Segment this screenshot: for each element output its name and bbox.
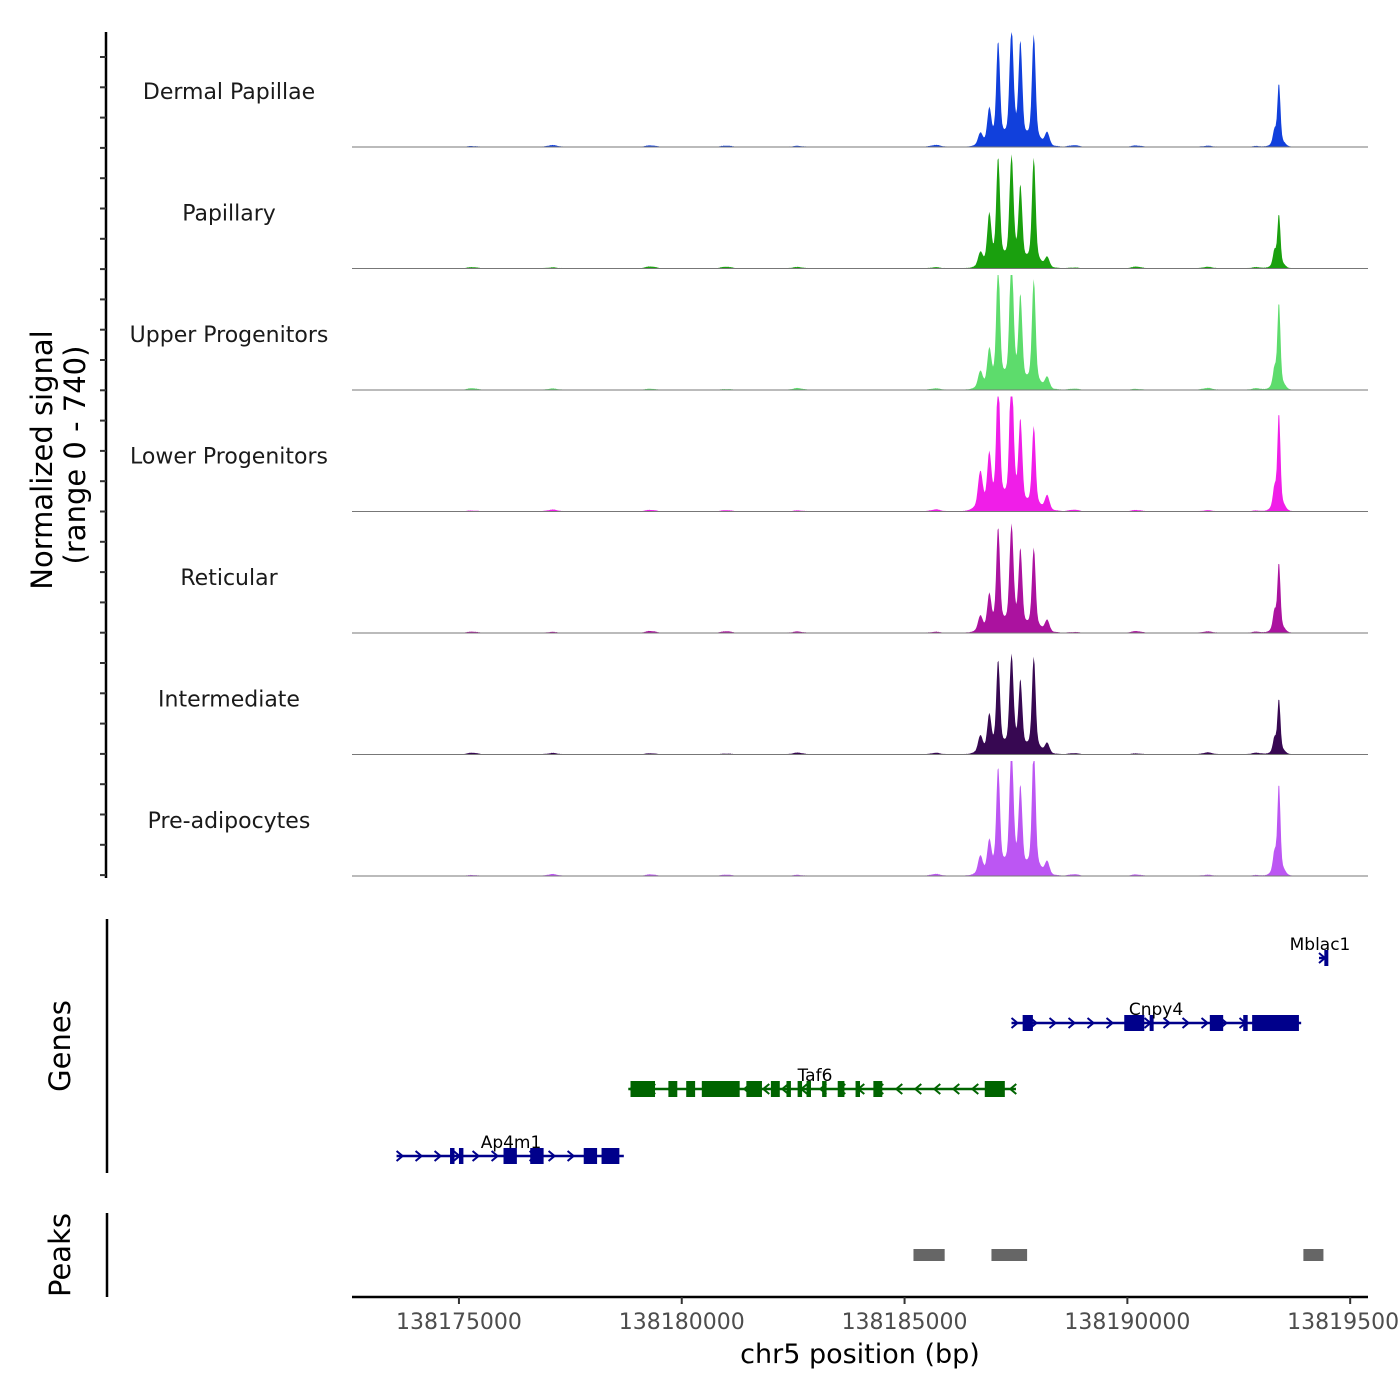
coverage-track-upper-progenitors: Upper Progenitors (130, 275, 1368, 391)
strand-arrow-icon (1105, 1017, 1115, 1029)
gene-exon (1209, 1015, 1224, 1031)
strand-arrow-icon (1008, 1083, 1017, 1095)
gene-exon (822, 1081, 827, 1097)
strand-arrow-icon (490, 1150, 500, 1162)
gene-exon (686, 1081, 696, 1097)
strand-arrow-icon (894, 1083, 903, 1095)
strand-arrow-icon (433, 1150, 443, 1162)
gene-exon (797, 1081, 803, 1097)
coverage-area (352, 275, 1368, 390)
strand-arrow-icon (761, 1083, 770, 1095)
gene-exon (530, 1148, 544, 1164)
coverage-area (352, 523, 1368, 633)
coverage-area (352, 154, 1368, 269)
coverage-track-papillary: Papillary (182, 154, 1368, 269)
strand-arrow-icon (951, 1083, 960, 1095)
gene-exon (984, 1081, 1005, 1097)
gene-exon (668, 1081, 678, 1097)
x-tick-label: 138180000 (619, 1310, 745, 1335)
gene-exon (450, 1148, 455, 1164)
coverage-area (352, 653, 1368, 755)
x-axis-title: chr5 position (bp) (740, 1339, 980, 1370)
track-label: Dermal Papillae (143, 80, 315, 105)
coverage-tracks: Dermal Papillae Papillary Upper Progenitor… (130, 32, 1368, 877)
strand-arrow-icon (1181, 1017, 1191, 1029)
strand-arrow-icon (1010, 1017, 1020, 1029)
coverage-track-reticular: Reticular (180, 523, 1368, 634)
coverage-y-axis-title: Normalized signal (25, 330, 59, 589)
coverage-track-pre-adipocytes: Pre-adipocytes (148, 761, 1368, 877)
coverage-y-axis-range: (range 0 - 740) (58, 346, 92, 565)
strand-arrow-icon (395, 1150, 405, 1162)
strand-arrow-icon (1086, 1017, 1096, 1029)
coverage-track-intermediate: Intermediate (158, 653, 1368, 755)
track-label: Papillary (182, 202, 276, 227)
coverage-y-axis (100, 32, 108, 878)
peaks-y-axis-title: Peaks (43, 1213, 77, 1297)
gene-label: Mblac1 (1290, 935, 1351, 955)
track-label: Reticular (180, 566, 278, 591)
strand-arrow-icon (547, 1150, 557, 1162)
track-label: Lower Progenitors (130, 445, 328, 470)
gene-ap4m1: Ap4m1 (395, 1133, 624, 1164)
gene-mblac1: Mblac1 (1290, 935, 1351, 966)
gene-exon (1252, 1015, 1299, 1031)
gene-label: Cnpy4 (1129, 1000, 1183, 1020)
gene-exon (806, 1081, 811, 1097)
strand-arrow-icon (1162, 1017, 1172, 1029)
gene-exon (873, 1081, 883, 1097)
gene-exon (583, 1148, 598, 1164)
gene-exon (458, 1148, 464, 1164)
track-label: Pre-adipocytes (148, 809, 311, 834)
gene-exon (770, 1081, 780, 1097)
strand-arrow-icon (414, 1150, 424, 1162)
gene-label: Taf6 (797, 1066, 833, 1086)
gene-exon (1022, 1015, 1033, 1031)
gene-exon (1124, 1015, 1145, 1031)
gene-exon (1149, 1015, 1154, 1031)
peak-region (1303, 1249, 1324, 1261)
strand-arrow-icon (1200, 1017, 1210, 1029)
gene-exon (746, 1081, 762, 1097)
gene-exon (503, 1148, 517, 1164)
gene-exon (786, 1081, 791, 1097)
x-tick-label: 138185000 (842, 1310, 968, 1335)
gene-taf6: Taf6 (628, 1066, 1017, 1097)
strand-arrow-icon (566, 1150, 576, 1162)
gene-exon (837, 1081, 845, 1097)
strand-arrow-icon (913, 1083, 922, 1095)
gene-annotation-track: Mblac1 Cnpy4 Taf6 Ap4m1 (395, 935, 1351, 1164)
gene-exon (601, 1148, 620, 1164)
strand-arrow-icon (970, 1083, 979, 1095)
gene-exon (855, 1081, 860, 1097)
gene-exon (1243, 1015, 1248, 1031)
peak-region (991, 1249, 1028, 1261)
strand-arrow-icon (1067, 1017, 1077, 1029)
gene-label: Ap4m1 (481, 1133, 542, 1153)
coverage-area (352, 761, 1368, 876)
gene-exon (1324, 950, 1329, 966)
coverage-track-lower-progenitors: Lower Progenitors (130, 396, 1368, 512)
coverage-area (352, 396, 1368, 512)
gene-exon (630, 1081, 656, 1097)
x-tick-label: 138175000 (396, 1310, 522, 1335)
track-label: Upper Progenitors (130, 323, 329, 348)
x-tick-label: 138195000 (1287, 1310, 1400, 1335)
track-label: Intermediate (158, 688, 300, 713)
strand-arrow-icon (471, 1150, 481, 1162)
coverage-track-dermal-papillae: Dermal Papillae (143, 32, 1368, 148)
gene-cnpy4: Cnpy4 (1010, 1000, 1302, 1031)
peak-region (913, 1249, 945, 1261)
strand-arrow-icon (932, 1083, 941, 1095)
gene-exon (701, 1081, 740, 1097)
strand-arrow-icon (1048, 1017, 1058, 1029)
genes-y-axis-title: Genes (43, 1000, 77, 1092)
x-tick-label: 138190000 (1064, 1310, 1190, 1335)
strand-arrow-icon (780, 1083, 789, 1095)
coverage-area (352, 32, 1368, 147)
peaks-track (913, 1249, 1324, 1261)
x-axis: 138175000 138180000 138185000 138190000 1381… (352, 1295, 1400, 1335)
